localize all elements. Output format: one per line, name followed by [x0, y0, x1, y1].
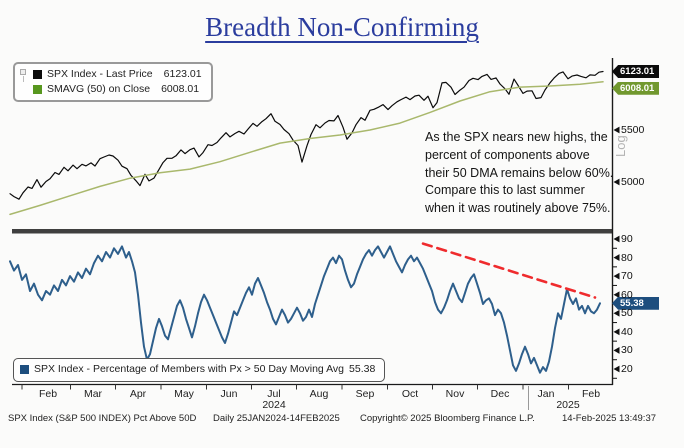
y-tick-label: 40	[621, 325, 633, 338]
x-axis-month-label: Feb	[581, 388, 601, 400]
y-tick-label: 30	[621, 344, 633, 357]
bottom-legend: SPX Index - Percentage of Members with P…	[13, 358, 386, 383]
breadth-value-badge: 55.38	[612, 296, 659, 310]
top-panel-series	[9, 70, 604, 216]
y-tick-label: 70	[621, 270, 633, 283]
x-axis-month-label: Oct	[401, 388, 419, 400]
smavg-price-badge: 6008.01	[612, 81, 659, 95]
x-axis-month-label: Aug	[309, 388, 329, 400]
x-axis-month-label: Jul	[267, 388, 281, 400]
legend-label: SMAVG (50) on Close	[47, 83, 151, 96]
legend-value: 6123.01	[163, 68, 202, 80]
last-price-badge: 6123.01	[612, 64, 659, 78]
legend-row-smavg: SMAVG (50) on Close 6008.01	[20, 82, 202, 97]
y-tick-label: 20	[621, 363, 633, 375]
x-axis-month-label: Jan	[537, 388, 555, 400]
x-axis-month-label: Apr	[129, 388, 147, 400]
footer-copyright-text: Copyright© 2025 Bloomberg Finance L.P.	[360, 413, 535, 424]
footer-security-text: SPX Index (S&P 500 INDEX) Pct Above 50D	[8, 413, 197, 424]
x-axis-month-label: Nov	[445, 388, 465, 400]
x-axis-ticks	[21, 384, 569, 390]
log-scale-label: Log	[613, 135, 628, 157]
legend-label: SPX Index - Percentage of Members with P…	[34, 363, 345, 375]
smavg-swatch-icon	[33, 85, 42, 95]
breadth-swatch-icon	[20, 365, 29, 375]
top-legend: SPX Index - Last Price 6123.01 SMAVG (50…	[13, 62, 213, 103]
y-tick-label: 50	[621, 307, 633, 320]
footer-range-text: Daily 25JAN2024-14FEB2025	[213, 413, 340, 424]
legend-label: SPX Index - Last Price	[47, 68, 153, 80]
x-axis-month-label: Mar	[83, 388, 103, 400]
year-label: 2025	[556, 399, 580, 411]
page-title: Breadth Non-Confirming	[205, 12, 479, 42]
y-tick-label: 80	[621, 251, 633, 264]
x-axis-month-label: Jun	[220, 388, 238, 400]
year-label: 2024	[262, 399, 286, 411]
y-tick-label: 90	[621, 233, 633, 245]
y-tick-label: 5500	[621, 124, 645, 136]
legend-value: 6008.01	[161, 83, 200, 96]
spx-swatch-icon	[33, 70, 42, 80]
series-spx-index-percentage-of-members-with-px-50-day-moving-avg	[9, 245, 601, 374]
legend-row-spx: SPX Index - Last Price 6123.01	[20, 67, 202, 82]
x-axis-month-label: Dec	[490, 388, 510, 400]
series-smavg-50-on-close	[9, 81, 604, 216]
footer-timestamp-text: 14-Feb-2025 13:49:37	[562, 413, 657, 424]
series-downtrend-annotation	[421, 242, 597, 299]
legend-row-breadth: SPX Index - Percentage of Members with P…	[20, 362, 375, 377]
x-axis-month-label: Sep	[355, 388, 375, 400]
bottom-panel-series	[9, 242, 601, 374]
panel-divider	[12, 229, 613, 234]
y-tick-label: 60	[621, 288, 633, 301]
legend-tree-icon	[20, 68, 28, 82]
annotation-text: As the SPX nears new highs, the percent …	[425, 130, 614, 215]
legend-value: 55.38	[349, 363, 376, 375]
y-tick-label: 5000	[621, 176, 645, 188]
x-axis-month-label: Feb	[38, 388, 58, 400]
x-axis-month-label: May	[174, 388, 194, 400]
